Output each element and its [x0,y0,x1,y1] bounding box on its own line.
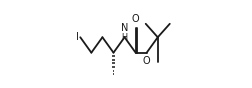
Text: O: O [143,56,150,66]
Text: O: O [132,14,139,24]
Text: I: I [76,32,79,42]
Text: N: N [121,23,128,33]
Text: H: H [121,33,128,42]
